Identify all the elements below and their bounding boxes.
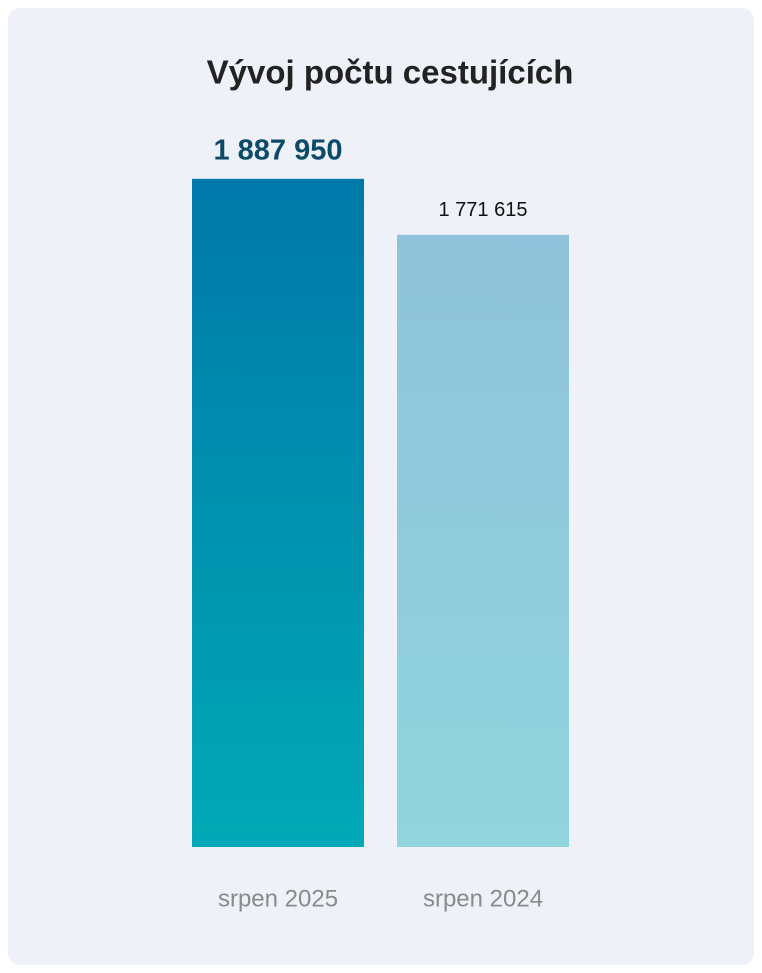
value-label: 1 887 950	[213, 134, 342, 166]
x-tick-label: srpen 2025	[218, 885, 338, 912]
bar	[397, 234, 569, 847]
value-label: 1 771 615	[439, 199, 528, 221]
card	[8, 8, 754, 965]
bar	[192, 178, 364, 847]
chart-title: Vývoj počtu cestujících	[207, 54, 574, 91]
x-tick-label: srpen 2024	[423, 885, 543, 912]
